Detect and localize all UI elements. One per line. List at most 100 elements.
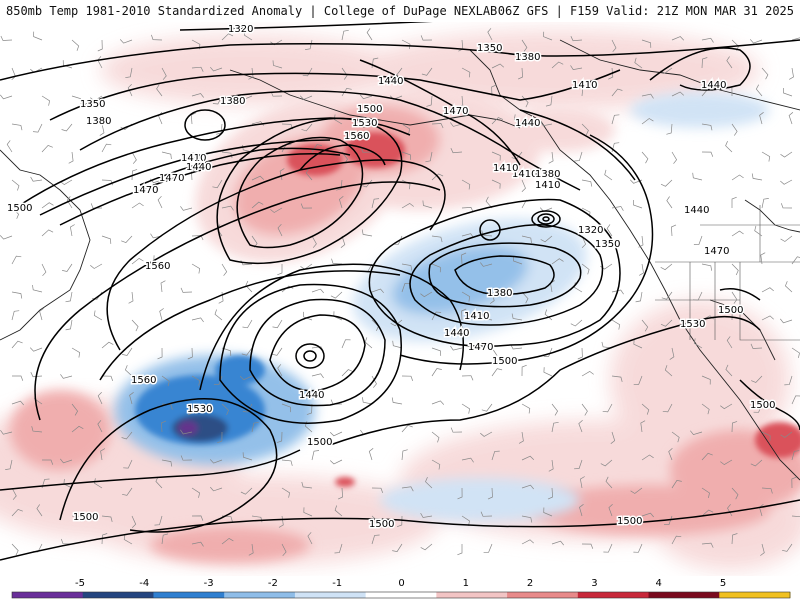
legend-tick-label: -3 — [204, 578, 214, 589]
wind-barb — [270, 39, 283, 46]
wind-barb — [36, 504, 43, 517]
wind-barb — [187, 403, 193, 416]
wind-barb — [578, 419, 583, 433]
wind-barb — [633, 543, 643, 553]
wind-barb — [242, 452, 253, 461]
wind-barb — [431, 311, 442, 321]
wind-barb — [791, 515, 800, 518]
contour-label: 1470 — [133, 185, 158, 196]
wind-barb — [359, 123, 373, 128]
wind-barb — [600, 459, 613, 467]
contour-label: 1440 — [444, 328, 469, 339]
wind-barb — [371, 515, 380, 527]
wind-barb — [221, 403, 229, 416]
wind-barb — [330, 291, 343, 299]
wind-barb — [431, 347, 442, 356]
wind-barb — [60, 458, 73, 464]
wind-barb — [151, 34, 163, 41]
contour-label: 1410 — [572, 80, 597, 91]
legend-segment — [365, 592, 437, 598]
contour-label: 1470 — [159, 173, 184, 184]
wind-barb — [720, 459, 733, 466]
wind-barb — [129, 392, 134, 405]
contour-label: 1380 — [487, 288, 512, 299]
wind-barb — [101, 341, 114, 349]
contour-label: 1440 — [378, 76, 403, 87]
wind-barb — [191, 317, 204, 323]
wind-barb — [521, 291, 529, 304]
wind-barb — [239, 95, 253, 100]
wind-barb — [305, 168, 313, 181]
contour-label: 1470 — [443, 106, 468, 117]
wind-barb — [248, 543, 254, 556]
wind-barb — [581, 235, 587, 249]
wind-barb — [99, 123, 105, 136]
wind-barb — [65, 291, 73, 303]
wind-barb — [701, 487, 710, 498]
contour-label: 1410 — [512, 169, 537, 180]
legend-tick-label: 0 — [398, 578, 404, 589]
contour-label: 1410 — [535, 180, 560, 191]
wind-barb — [101, 235, 112, 244]
wind-barb — [401, 282, 410, 293]
contour-label: 1440 — [515, 118, 540, 129]
wind-barb — [780, 235, 793, 242]
wind-barb — [639, 263, 644, 276]
wind-barb — [461, 291, 471, 302]
wind-barb — [11, 207, 20, 219]
wind-barb — [101, 533, 108, 545]
wind-barb — [161, 151, 172, 160]
wind-barb — [401, 263, 413, 271]
wind-barb — [611, 289, 624, 295]
wind-barb — [480, 431, 493, 437]
wind-barb — [727, 504, 733, 517]
wind-barb — [581, 123, 589, 136]
wind-barb — [671, 480, 682, 489]
wind-barb — [660, 263, 673, 271]
legend-tick-label: -5 — [75, 578, 85, 589]
legend-tick-label: -1 — [332, 578, 342, 589]
wind-barb — [221, 263, 228, 276]
wind-barb — [543, 367, 553, 377]
wind-barb — [401, 123, 410, 134]
contour-label: 1410 — [181, 153, 206, 164]
wind-barb — [551, 258, 564, 265]
wind-barb — [180, 455, 193, 461]
wind-barb — [161, 375, 170, 387]
wind-barb — [574, 459, 583, 470]
contour-label: 1440 — [684, 205, 709, 216]
wind-barb — [270, 91, 283, 97]
wind-barb — [491, 84, 497, 97]
wind-barb — [281, 487, 290, 498]
wind-barb — [97, 39, 103, 52]
wind-barb — [31, 426, 43, 433]
wind-barb — [521, 235, 532, 243]
wind-barb — [61, 123, 73, 132]
wind-barb — [731, 230, 744, 237]
wind-barb — [11, 400, 24, 406]
wind-barb — [239, 375, 253, 381]
wind-barb — [521, 39, 528, 52]
wind-barb — [122, 347, 133, 356]
wind-barb — [401, 151, 412, 160]
wind-barb — [461, 233, 474, 239]
wind-barb — [791, 450, 800, 461]
wind-barb — [334, 543, 343, 554]
wind-barb — [71, 39, 80, 51]
wind-barb — [666, 196, 673, 209]
contour-label: 1500 — [750, 400, 775, 411]
wind-barb — [337, 487, 343, 500]
contour-label: 1350 — [477, 43, 502, 54]
wind-barb — [548, 459, 554, 472]
wind-barb — [784, 281, 793, 293]
wind-barb — [5, 459, 13, 470]
wind-barb — [759, 112, 764, 125]
wind-barb — [221, 347, 232, 356]
wind-barb — [660, 179, 673, 187]
wind-barb — [783, 87, 793, 97]
wind-barb — [481, 313, 493, 321]
wind-barb — [485, 196, 493, 209]
anomaly-shading — [0, 30, 800, 570]
wind-barb — [780, 179, 793, 185]
